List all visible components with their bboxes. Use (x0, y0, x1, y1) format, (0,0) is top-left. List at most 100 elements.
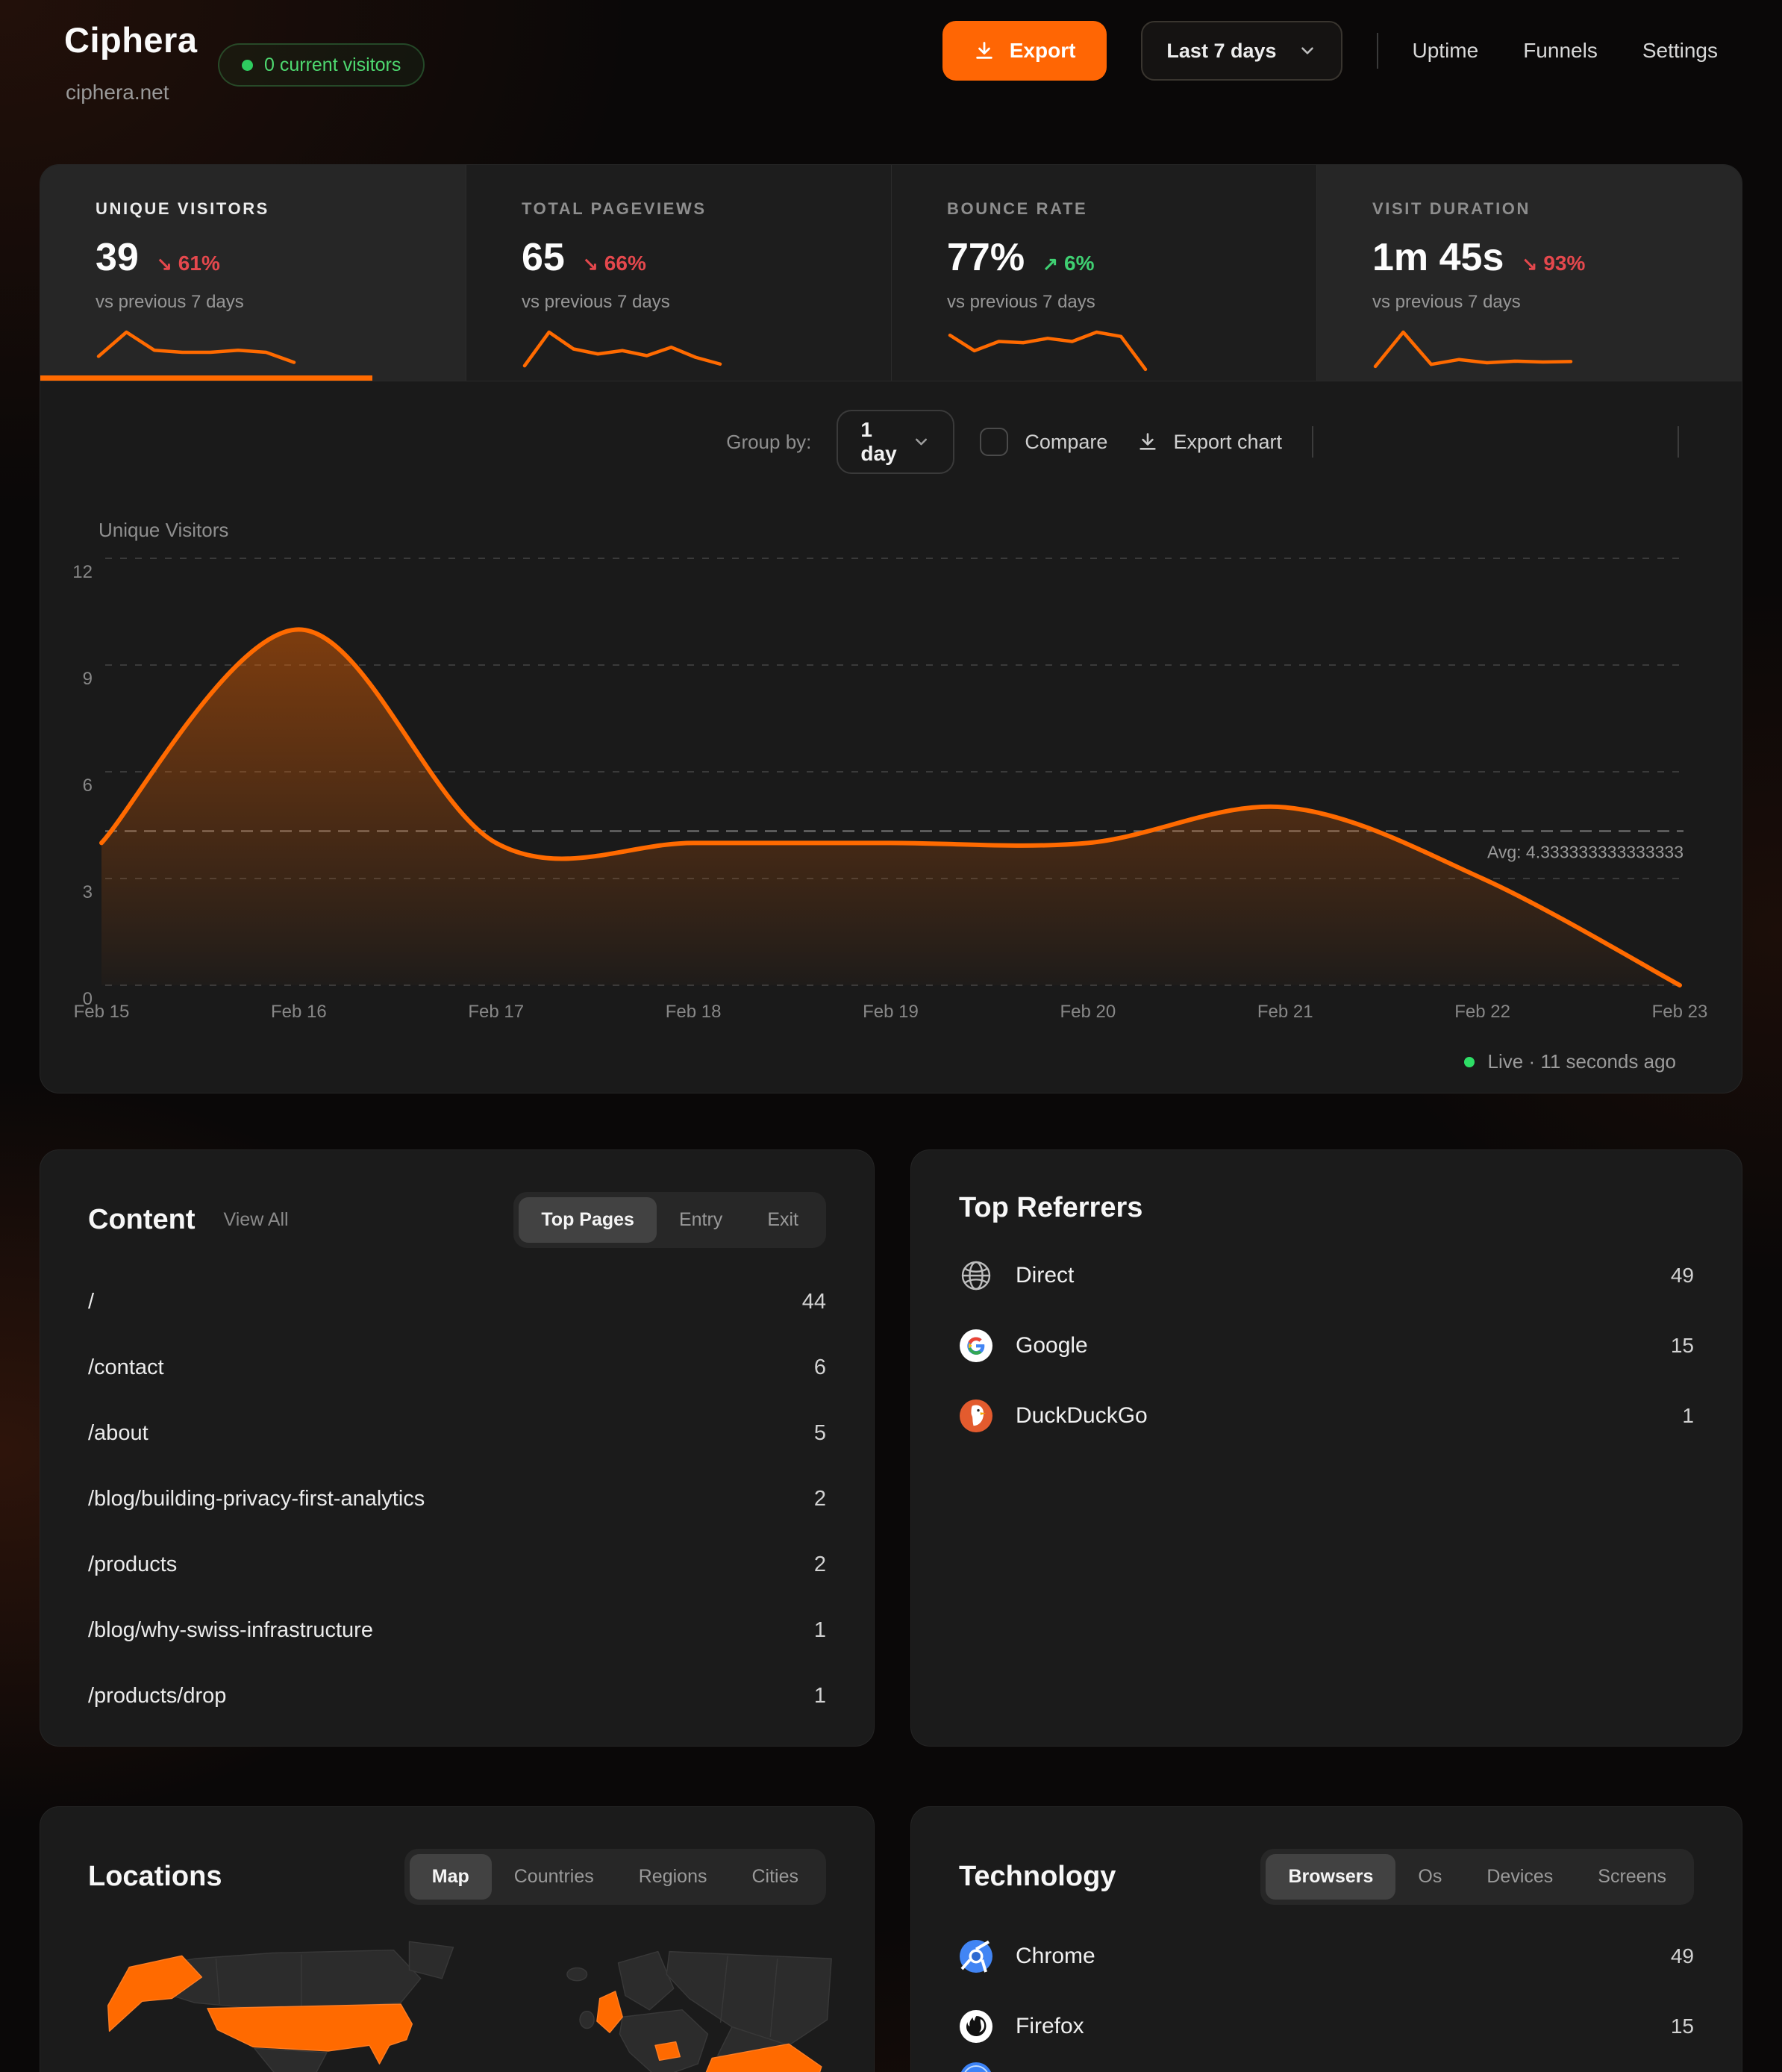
svg-text:Feb 17: Feb 17 (468, 1002, 524, 1022)
referrers-card: Top Referrers Direct 49 Google (910, 1149, 1742, 1747)
header-actions: Export Last 7 days Uptime Funnels Settin… (942, 21, 1718, 81)
tab-top-pages[interactable]: Top Pages (519, 1197, 657, 1243)
compare-control: Compare (980, 428, 1107, 456)
current-visitors-badge[interactable]: 0 current visitors (218, 43, 425, 87)
browser-row[interactable]: Chrome 49 (959, 1921, 1694, 1991)
stat-value: 39 (96, 236, 139, 279)
world-map[interactable] (88, 1935, 832, 2072)
current-visitors-label: 0 current visitors (264, 54, 401, 75)
svg-text:Feb 21: Feb 21 (1257, 1002, 1313, 1022)
svg-text:Feb 23: Feb 23 (1652, 1002, 1708, 1022)
nav-funnels[interactable]: Funnels (1523, 39, 1598, 62)
page-row[interactable]: /44 (88, 1289, 826, 1314)
country-usa-highlight (207, 2003, 413, 2065)
tab-browsers[interactable]: Browsers (1266, 1854, 1396, 1900)
tab-exit[interactable]: Exit (767, 1209, 798, 1230)
svg-text:Feb 16: Feb 16 (271, 1002, 327, 1022)
stat-unique-visitors[interactable]: UNIQUE VISITORS 39 ↘ 61% vs previous 7 da… (40, 165, 466, 381)
stat-compare: vs previous 7 days (96, 292, 244, 312)
stat-bounce-rate[interactable]: BOUNCE RATE 77% ↗ 6% vs previous 7 days (891, 165, 1316, 381)
group-by-select[interactable]: 1 day (837, 410, 955, 474)
chevron-down-icon (1301, 47, 1313, 54)
referrer-row[interactable]: DuckDuckGo 1 (959, 1381, 1694, 1451)
controls-divider (1678, 426, 1679, 458)
page-row[interactable]: /products 2 (88, 1552, 826, 1576)
page-row[interactable]: /contact 6 (88, 1355, 826, 1379)
country-china-highlight (705, 2043, 822, 2072)
live-status: Live · 11 seconds ago (1463, 1050, 1676, 1073)
svg-text:0: 0 (83, 989, 93, 1009)
country-mexico (254, 2047, 328, 2072)
sparkline (96, 330, 296, 364)
sparkline (1373, 330, 1573, 369)
browser-row-partial[interactable] (959, 2062, 1694, 2072)
locations-tabs: Map Countries Regions Cities (404, 1849, 826, 1905)
country-iceland (566, 1967, 588, 1982)
stat-visit-duration[interactable]: VISIT DURATION 1m 45s ↘ 93% vs previous 7… (1316, 165, 1742, 381)
stat-delta: ↘ 61% (156, 252, 220, 275)
tab-countries[interactable]: Countries (513, 1866, 594, 1887)
google-icon (960, 1329, 992, 1362)
referrer-row[interactable]: Direct 49 (959, 1241, 1694, 1311)
download-icon (976, 42, 992, 59)
duckduckgo-icon (960, 1399, 992, 1432)
region-scandinavia (617, 1950, 675, 2011)
country-switzerland-highlight (654, 2041, 681, 2062)
page-row[interactable]: /blog/why-swiss-infrastructure 1 (88, 1617, 826, 1642)
export-button[interactable]: Export (942, 21, 1107, 81)
date-range-select[interactable]: Last 7 days (1141, 21, 1342, 81)
chevron-down-icon (916, 438, 928, 446)
tab-regions[interactable]: Regions (638, 1866, 707, 1887)
safari-icon (960, 2062, 992, 2072)
nav-uptime[interactable]: Uptime (1412, 39, 1479, 62)
nav-settings[interactable]: Settings (1642, 39, 1718, 62)
referrer-row[interactable]: Google 15 (959, 1311, 1694, 1381)
view-all-link[interactable]: View All (223, 1209, 289, 1230)
top-pages-list: /44 /contact 6 /about 5 /blog/building-pri… (88, 1269, 826, 1729)
tab-os[interactable]: Os (1418, 1866, 1442, 1887)
browser-row[interactable]: Firefox 15 (959, 1991, 1694, 2062)
chart-area: Group by: 1 day Compare Export chart Uni… (40, 381, 1742, 1093)
tab-screens[interactable]: Screens (1598, 1866, 1666, 1887)
technology-title: Technology (959, 1861, 1116, 1892)
compare-checkbox[interactable] (980, 428, 1009, 456)
page-row[interactable]: /products/drop 1 (88, 1683, 826, 1708)
svg-text:Feb 20: Feb 20 (1060, 1002, 1116, 1022)
stat-delta: ↘ 93% (1522, 252, 1586, 275)
tab-cities[interactable]: Cities (751, 1866, 798, 1887)
live-dot-icon (1463, 1056, 1475, 1067)
stat-total-pageviews[interactable]: TOTAL PAGEVIEWS 65 ↘ 66% vs previous 7 da… (466, 165, 891, 381)
globe-icon (961, 1261, 991, 1291)
header-divider (1376, 33, 1378, 69)
firefox-icon (960, 2010, 992, 2043)
export-chart-label: Export chart (1173, 430, 1282, 453)
tab-entry[interactable]: Entry (678, 1209, 723, 1230)
page-row[interactable]: /blog/building-privacy-first-analytics 2 (88, 1486, 826, 1511)
browsers-list: Chrome 49 Firefox 15 (959, 1921, 1694, 2072)
stat-compare: vs previous 7 days (947, 292, 1095, 312)
stat-value: 77% (947, 236, 1025, 279)
tab-devices[interactable]: Devices (1486, 1866, 1554, 1887)
world-map-svg (107, 1941, 832, 2072)
tab-map[interactable]: Map (409, 1854, 492, 1900)
page-row[interactable]: /about 5 (88, 1420, 826, 1445)
referrers-list: Direct 49 Google 15 (959, 1241, 1694, 1451)
sparkline (948, 330, 1148, 372)
export-chart-button[interactable]: Export chart (1133, 430, 1287, 455)
svg-text:Feb 22: Feb 22 (1454, 1002, 1510, 1022)
site-title: Ciphera (64, 20, 198, 60)
svg-text:6: 6 (83, 776, 93, 796)
stat-value: 65 (522, 236, 565, 279)
content-title: Content (88, 1204, 196, 1235)
visitors-panel: UNIQUE VISITORS 39 ↘ 61% vs previous 7 da… (40, 164, 1742, 1093)
arrow-down-right-icon: ↘ (156, 254, 172, 275)
svg-text:Feb 18: Feb 18 (666, 1002, 722, 1022)
group-by-value: 1 day (860, 418, 897, 465)
locations-card: Locations Map Countries Regions Cities (40, 1806, 875, 2072)
locations-title: Locations (88, 1861, 222, 1892)
svg-text:Feb 15: Feb 15 (74, 1002, 130, 1022)
content-card: Content View All Top Pages Entry Exit /4… (40, 1149, 875, 1747)
svg-text:12: 12 (72, 562, 93, 582)
export-label: Export (1009, 39, 1076, 62)
stats-tabs: UNIQUE VISITORS 39 ↘ 61% vs previous 7 da… (40, 165, 1742, 381)
